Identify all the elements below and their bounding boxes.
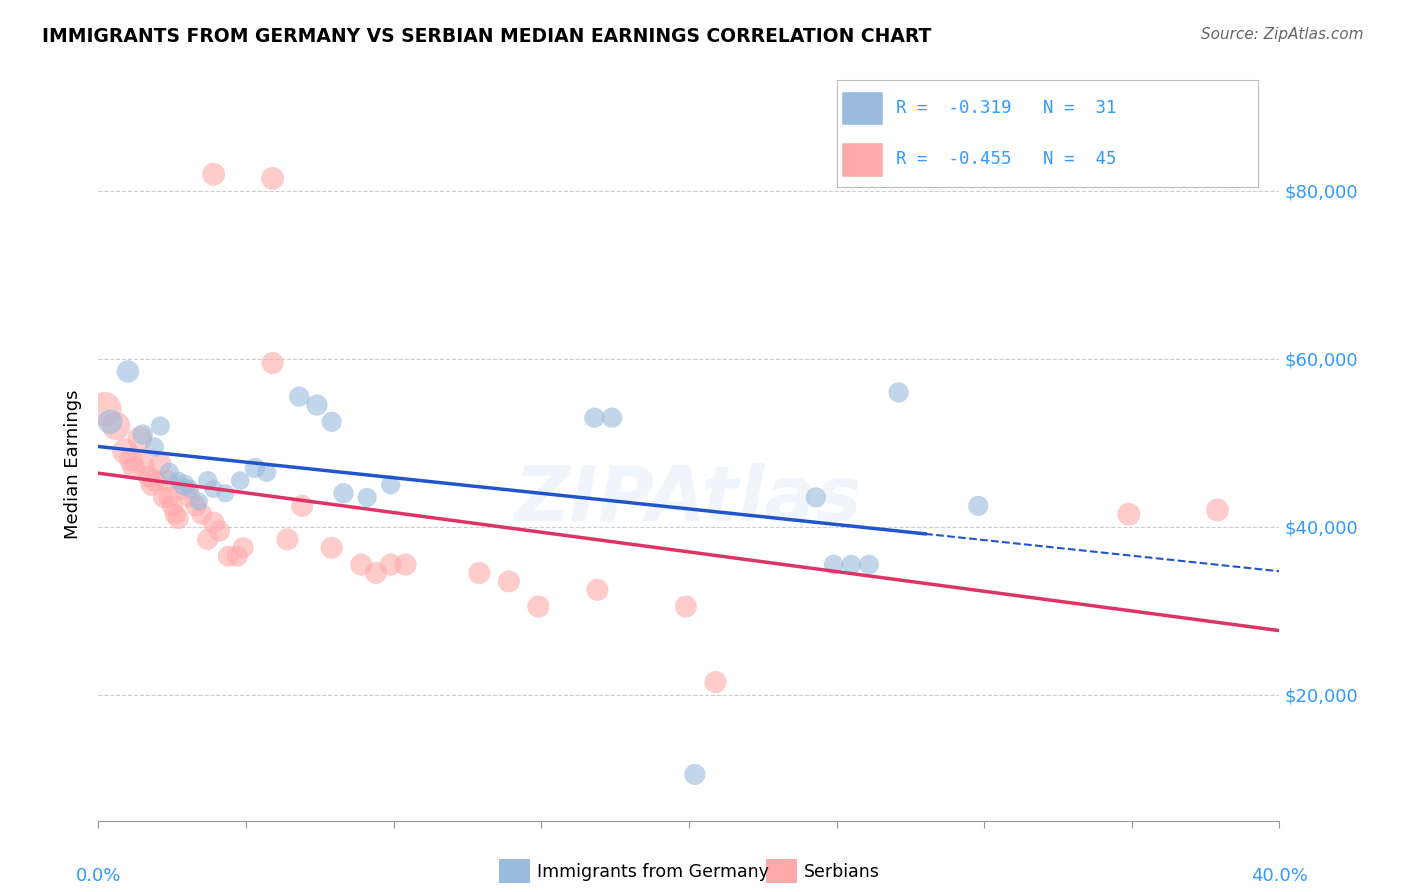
Point	[202, 516, 225, 530]
Point	[823, 558, 845, 572]
Point	[380, 558, 402, 572]
Point	[157, 491, 180, 505]
Point	[93, 402, 115, 417]
Point	[117, 364, 139, 378]
Point	[583, 410, 606, 425]
Point	[858, 558, 880, 572]
Point	[288, 390, 311, 404]
Text: IMMIGRANTS FROM GERMANY VS SERBIAN MEDIAN EARNINGS CORRELATION CHART: IMMIGRANTS FROM GERMANY VS SERBIAN MEDIA…	[42, 27, 932, 45]
Point	[138, 469, 160, 483]
Point	[291, 499, 314, 513]
Point	[167, 511, 190, 525]
Point	[143, 474, 166, 488]
Point	[243, 461, 266, 475]
Point	[586, 582, 609, 597]
Text: Serbians: Serbians	[804, 863, 880, 881]
Point	[165, 507, 187, 521]
Point	[364, 566, 387, 580]
Point	[208, 524, 231, 538]
Point	[683, 767, 706, 781]
Text: Source: ZipAtlas.com: Source: ZipAtlas.com	[1201, 27, 1364, 42]
Point	[197, 533, 219, 547]
Point	[1118, 507, 1140, 521]
Point	[179, 491, 201, 505]
Point	[276, 533, 298, 547]
Point	[468, 566, 491, 580]
Point	[132, 427, 155, 442]
Point	[600, 410, 623, 425]
Point	[704, 675, 727, 690]
Point	[305, 398, 328, 412]
Point	[1206, 503, 1229, 517]
Point	[197, 474, 219, 488]
Point	[217, 549, 239, 564]
Point	[229, 474, 252, 488]
Point	[149, 419, 172, 434]
Text: 0.0%: 0.0%	[76, 867, 121, 885]
Point	[887, 385, 910, 400]
Point	[498, 574, 520, 589]
Point	[380, 478, 402, 492]
Point	[350, 558, 373, 572]
Point	[356, 491, 378, 505]
Point	[256, 465, 278, 479]
Point	[394, 558, 416, 572]
Point	[321, 541, 343, 555]
Point	[262, 356, 284, 370]
Point	[173, 482, 195, 496]
Text: R =  -0.455   N =  45: R = -0.455 N = 45	[896, 151, 1116, 169]
Point	[143, 440, 166, 454]
Point	[167, 474, 190, 488]
Point	[232, 541, 254, 555]
Point	[841, 558, 863, 572]
Y-axis label: Median Earnings: Median Earnings	[65, 389, 83, 539]
Point	[187, 494, 209, 508]
Bar	[841, 143, 883, 177]
Point	[967, 499, 990, 513]
Bar	[841, 91, 883, 125]
Point	[149, 457, 172, 471]
Point	[191, 507, 214, 521]
Point	[527, 599, 550, 614]
Point	[202, 167, 225, 181]
Point	[114, 444, 136, 458]
Point	[120, 452, 142, 467]
Point	[184, 499, 207, 513]
Point	[173, 478, 195, 492]
Point	[98, 415, 121, 429]
Point	[162, 499, 183, 513]
Point	[226, 549, 249, 564]
Point	[179, 482, 201, 496]
Text: ZIPAtlas: ZIPAtlas	[515, 463, 863, 536]
Point	[804, 491, 827, 505]
Point	[105, 419, 128, 434]
Point	[122, 461, 145, 475]
Point	[155, 474, 177, 488]
Point	[214, 486, 236, 500]
Text: 40.0%: 40.0%	[1251, 867, 1308, 885]
Point	[675, 599, 697, 614]
Point	[141, 478, 163, 492]
Point	[132, 457, 155, 471]
Point	[262, 171, 284, 186]
Text: Immigrants from Germany: Immigrants from Germany	[537, 863, 769, 881]
Point	[321, 415, 343, 429]
Point	[202, 482, 225, 496]
Point	[128, 432, 150, 446]
Point	[157, 465, 180, 479]
Text: R =  -0.319   N =  31: R = -0.319 N = 31	[896, 99, 1116, 117]
Point	[152, 491, 174, 505]
Point	[332, 486, 354, 500]
